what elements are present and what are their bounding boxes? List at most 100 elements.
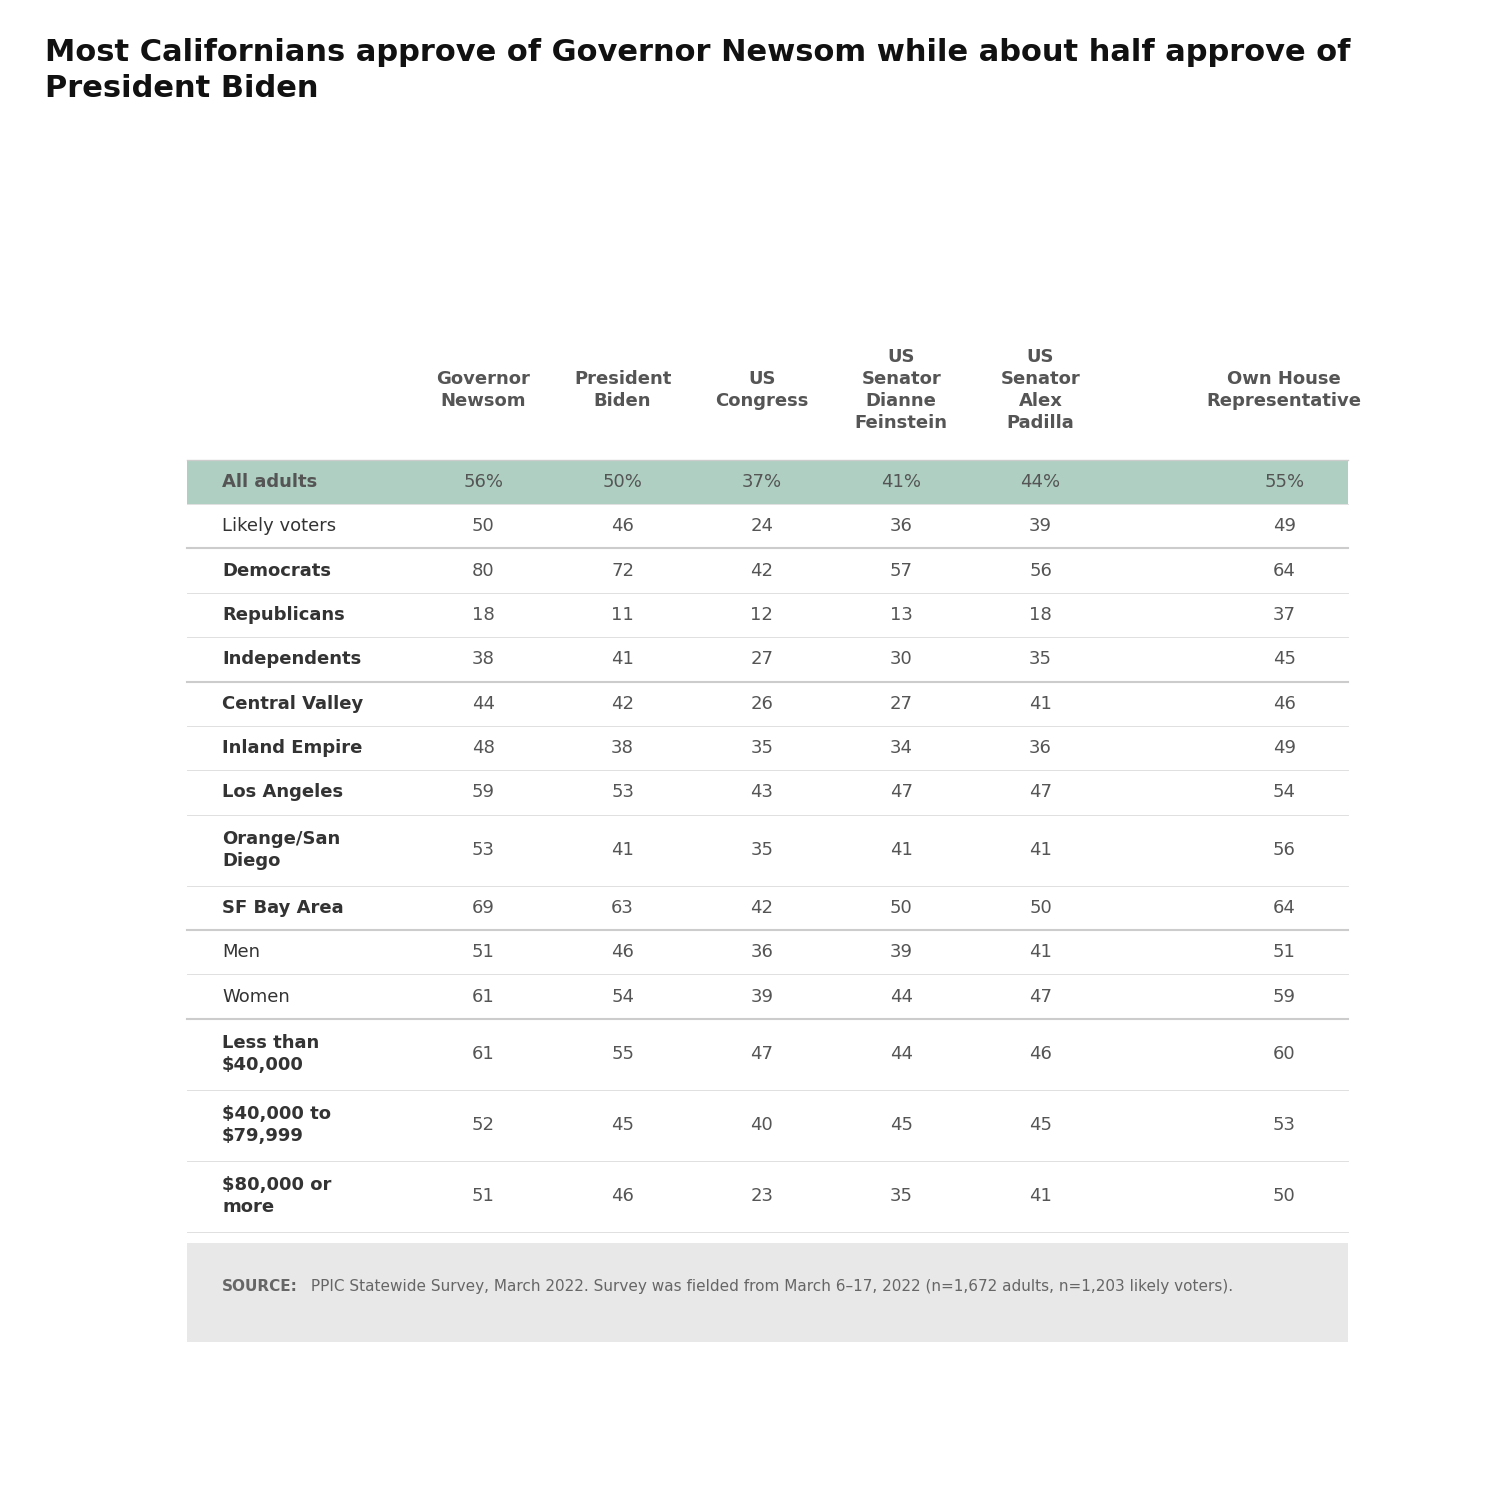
Text: President
Biden: President Biden	[574, 369, 671, 410]
Text: 45: 45	[1029, 1116, 1052, 1134]
Text: 27: 27	[890, 695, 912, 713]
Text: 37: 37	[1273, 606, 1296, 624]
Text: 72: 72	[611, 561, 634, 579]
Text: 36: 36	[1029, 739, 1052, 757]
Text: 42: 42	[611, 695, 634, 713]
Text: 38: 38	[472, 650, 494, 668]
Text: 49: 49	[1273, 517, 1296, 535]
Text: 11: 11	[611, 606, 634, 624]
Text: US
Senator
Dianne
Feinstein: US Senator Dianne Feinstein	[855, 348, 948, 433]
Text: 47: 47	[750, 1045, 773, 1063]
Text: 59: 59	[472, 784, 494, 801]
Text: 44: 44	[472, 695, 494, 713]
Text: 51: 51	[472, 942, 494, 961]
Text: 43: 43	[750, 784, 773, 801]
Text: 45: 45	[1273, 650, 1296, 668]
Text: 45: 45	[890, 1116, 912, 1134]
Text: $40,000 to
$79,999: $40,000 to $79,999	[222, 1105, 331, 1146]
FancyBboxPatch shape	[187, 460, 1348, 504]
Text: 42: 42	[750, 561, 773, 579]
Text: 51: 51	[472, 1187, 494, 1205]
Text: 12: 12	[750, 606, 773, 624]
Text: 50: 50	[472, 517, 494, 535]
Text: 56: 56	[1029, 561, 1052, 579]
Text: Men: Men	[222, 942, 261, 961]
Text: 50%: 50%	[602, 474, 643, 490]
Text: Likely voters: Likely voters	[222, 517, 336, 535]
Text: 24: 24	[750, 517, 773, 535]
Text: 41: 41	[1029, 695, 1052, 713]
Text: US
Senator
Alex
Padilla: US Senator Alex Padilla	[1001, 348, 1080, 433]
Text: 41: 41	[1029, 942, 1052, 961]
Text: 64: 64	[1273, 561, 1296, 579]
Text: 41: 41	[1029, 1187, 1052, 1205]
Text: 18: 18	[472, 606, 494, 624]
Text: 38: 38	[611, 739, 634, 757]
Text: 30: 30	[890, 650, 912, 668]
Text: 55: 55	[611, 1045, 634, 1063]
Text: 50: 50	[890, 899, 912, 917]
Text: 64: 64	[1273, 899, 1296, 917]
Text: SOURCE:: SOURCE:	[222, 1279, 298, 1294]
Text: 61: 61	[472, 1045, 494, 1063]
Text: 40: 40	[750, 1116, 773, 1134]
Text: 27: 27	[750, 650, 773, 668]
Text: 39: 39	[750, 988, 773, 1006]
Text: $80,000 or
more: $80,000 or more	[222, 1176, 331, 1217]
Text: 47: 47	[890, 784, 912, 801]
Text: 39: 39	[1029, 517, 1052, 535]
Text: 48: 48	[472, 739, 494, 757]
Text: 41: 41	[890, 841, 912, 860]
Text: 34: 34	[890, 739, 912, 757]
Text: 53: 53	[1273, 1116, 1296, 1134]
Text: 46: 46	[1273, 695, 1296, 713]
Text: Democrats: Democrats	[222, 561, 331, 579]
Text: 55%: 55%	[1264, 474, 1305, 490]
Text: 35: 35	[750, 739, 773, 757]
Text: Orange/San
Diego: Orange/San Diego	[222, 829, 340, 870]
Text: Women: Women	[222, 988, 289, 1006]
Text: 63: 63	[611, 899, 634, 917]
Text: 54: 54	[1273, 784, 1296, 801]
Text: Central Valley: Central Valley	[222, 695, 364, 713]
Text: 59: 59	[1273, 988, 1296, 1006]
Text: Independents: Independents	[222, 650, 361, 668]
Text: 46: 46	[611, 942, 634, 961]
Text: 49: 49	[1273, 739, 1296, 757]
Text: Less than
$40,000: Less than $40,000	[222, 1034, 319, 1074]
Text: 53: 53	[472, 841, 494, 860]
Text: 52: 52	[472, 1116, 494, 1134]
Text: 41: 41	[1029, 841, 1052, 860]
Text: 36: 36	[750, 942, 773, 961]
Text: 35: 35	[890, 1187, 912, 1205]
Text: 35: 35	[1029, 650, 1052, 668]
Text: US
Congress: US Congress	[715, 369, 809, 410]
Text: 41: 41	[611, 841, 634, 860]
Text: 57: 57	[890, 561, 912, 579]
Text: 35: 35	[750, 841, 773, 860]
FancyBboxPatch shape	[187, 1244, 1348, 1342]
Text: 50: 50	[1029, 899, 1052, 917]
Text: SF Bay Area: SF Bay Area	[222, 899, 343, 917]
Text: 47: 47	[1029, 988, 1052, 1006]
Text: Most Californians approve of Governor Newsom while about half approve of
Preside: Most Californians approve of Governor Ne…	[45, 38, 1350, 103]
Text: 41: 41	[611, 650, 634, 668]
Text: Inland Empire: Inland Empire	[222, 739, 363, 757]
Text: 37%: 37%	[742, 474, 782, 490]
Text: 39: 39	[890, 942, 912, 961]
Text: 50: 50	[1273, 1187, 1296, 1205]
Text: 42: 42	[750, 899, 773, 917]
Text: 56%: 56%	[463, 474, 503, 490]
Text: 44%: 44%	[1020, 474, 1061, 490]
Text: 60: 60	[1273, 1045, 1296, 1063]
Text: 54: 54	[611, 988, 634, 1006]
Text: Republicans: Republicans	[222, 606, 345, 624]
Text: 13: 13	[890, 606, 912, 624]
Text: 53: 53	[611, 784, 634, 801]
Text: 69: 69	[472, 899, 494, 917]
Text: 51: 51	[1273, 942, 1296, 961]
Text: Governor
Newsom: Governor Newsom	[436, 369, 530, 410]
Text: 47: 47	[1029, 784, 1052, 801]
Text: Own House
Representative: Own House Representative	[1207, 369, 1362, 410]
Text: 80: 80	[472, 561, 494, 579]
